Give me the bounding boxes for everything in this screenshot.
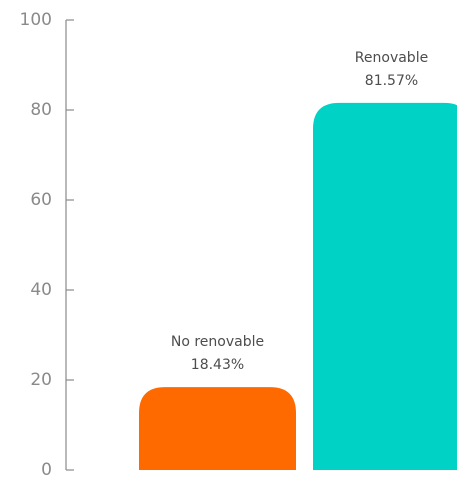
y-tick-label: 100	[20, 10, 52, 30]
bar-value-label: 18.43%	[191, 357, 244, 373]
y-tick-label: 0	[41, 460, 52, 480]
bar-renovable	[313, 102, 457, 470]
bar-labels-group: No renovable 18.43% Renovable 81.57%	[171, 50, 428, 373]
bars-group	[139, 102, 457, 470]
y-tick-label: 80	[30, 100, 52, 120]
y-tick-label: 20	[30, 370, 52, 390]
bar-value-label: 81.57%	[365, 73, 418, 89]
bar-category-label: No renovable	[171, 334, 264, 350]
bar-no-renovable	[139, 387, 296, 470]
bar-category-label: Renovable	[355, 50, 428, 66]
y-tick-label: 40	[30, 280, 52, 300]
y-tick-label: 60	[30, 190, 52, 210]
y-axis: 0 20 40 60 80 100	[20, 10, 74, 480]
